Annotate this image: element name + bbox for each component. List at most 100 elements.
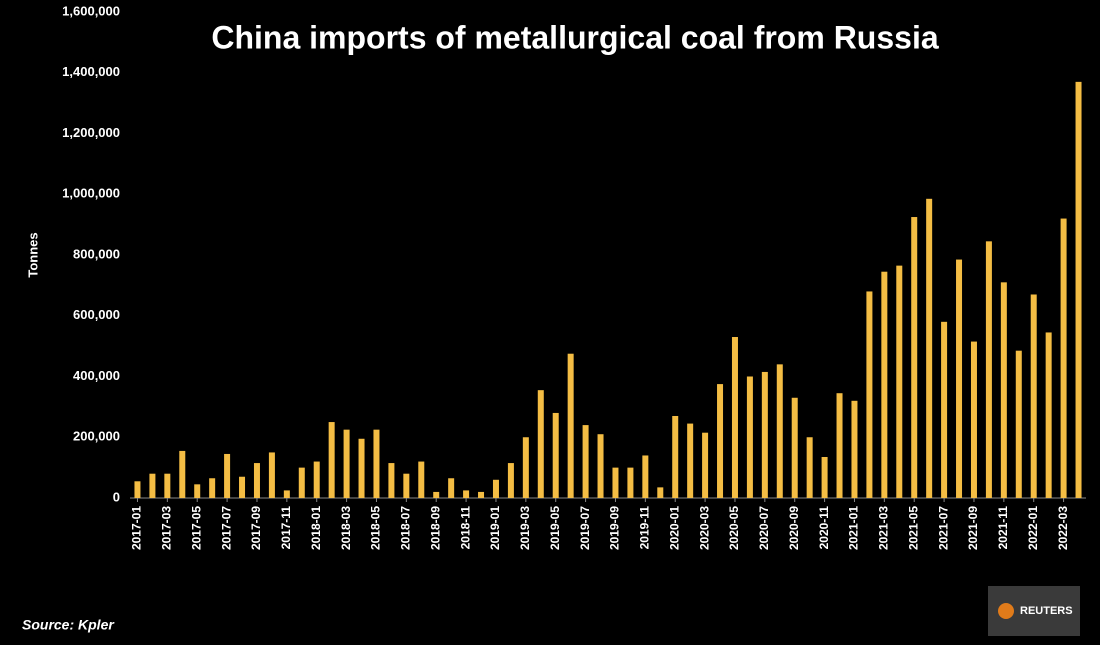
bar [717, 384, 724, 498]
x-tick-label: 2017-11 [279, 506, 293, 550]
bar [463, 490, 470, 498]
y-tick-label: 200,000 [73, 429, 120, 444]
y-tick-label: 1,400,000 [62, 64, 120, 79]
bar [866, 291, 873, 498]
x-tick-label: 2022-01 [1026, 506, 1040, 550]
bar [179, 450, 186, 498]
x-tick-label: 2018-03 [339, 506, 353, 550]
bar [313, 461, 320, 498]
bar [746, 376, 753, 498]
bar [522, 437, 529, 498]
bar [328, 422, 335, 498]
y-tick-label: 1,200,000 [62, 125, 120, 140]
bar [926, 198, 933, 498]
bar [970, 341, 977, 498]
bar [239, 476, 246, 498]
bar [881, 271, 888, 498]
x-tick-label: 2019-07 [578, 506, 592, 550]
bar [821, 456, 828, 498]
bar [836, 393, 843, 498]
y-tick-label: 1,000,000 [62, 186, 120, 201]
bar [224, 453, 231, 498]
x-tick-label: 2018-05 [369, 506, 383, 550]
bar [731, 337, 738, 498]
bar [448, 478, 455, 498]
bar [283, 490, 290, 498]
x-tick-label: 2019-05 [548, 506, 562, 550]
x-tick-label: 2019-01 [488, 506, 502, 550]
x-tick-label: 2017-07 [219, 506, 233, 550]
bar [478, 491, 485, 498]
x-tick-label: 2020-11 [817, 506, 831, 550]
y-axis-label: Tonnes [25, 232, 40, 277]
y-tick-label: 0 [113, 489, 120, 504]
bar [1075, 81, 1082, 499]
bar [373, 429, 380, 498]
bar [567, 353, 574, 498]
bar [687, 423, 694, 498]
x-tick-label: 2017-01 [130, 506, 144, 550]
bar [657, 487, 664, 498]
x-tick-label: 2017-09 [249, 506, 263, 550]
x-tick-label: 2018-11 [458, 506, 472, 550]
bar [343, 429, 350, 498]
bar [956, 259, 963, 498]
bar [1015, 350, 1022, 498]
bar [298, 467, 305, 498]
bar [806, 437, 813, 498]
bar [612, 467, 619, 498]
bar [791, 397, 798, 498]
x-tick-label: 2020-05 [727, 506, 741, 550]
bar [552, 412, 559, 498]
y-tick-label: 800,000 [73, 246, 120, 261]
bar [164, 473, 171, 498]
bar [851, 400, 858, 498]
bar [1060, 218, 1067, 499]
bar [537, 390, 544, 498]
chart-title: China imports of metallurgical coal from… [211, 19, 938, 55]
x-tick-label: 2018-07 [399, 506, 413, 550]
bar [418, 461, 425, 498]
bar [492, 479, 499, 498]
x-tick-label: 2021-05 [906, 506, 920, 550]
bar [209, 478, 216, 498]
bar [627, 467, 634, 498]
bar [433, 491, 440, 498]
bar [702, 432, 709, 498]
x-tick-label: 2021-11 [996, 506, 1010, 550]
x-tick-label: 2017-03 [160, 506, 174, 550]
bar [597, 434, 604, 498]
x-tick-label: 2021-03 [877, 506, 891, 550]
x-tick-label: 2020-07 [757, 506, 771, 550]
y-tick-label: 1,600,000 [62, 3, 120, 18]
x-tick-label: 2017-05 [189, 506, 203, 550]
y-tick-label: 600,000 [73, 307, 120, 322]
x-tick-label: 2018-09 [428, 506, 442, 550]
x-tick-label: 2020-01 [667, 506, 681, 550]
bar [776, 364, 783, 498]
x-tick-label: 2020-09 [787, 506, 801, 550]
bar [134, 481, 141, 498]
bar [194, 484, 201, 498]
source-note: Source: Kpler [22, 617, 115, 633]
x-tick-label: 2021-09 [966, 506, 980, 550]
x-tick-label: 2018-01 [309, 506, 323, 550]
bar [358, 438, 365, 498]
bar [388, 463, 395, 498]
bar [403, 473, 410, 498]
bar [268, 452, 275, 498]
y-tick-label: 400,000 [73, 368, 120, 383]
logo-text: REUTERS [1020, 605, 1073, 617]
logo-icon [998, 603, 1014, 619]
bar [253, 463, 260, 498]
bar [1030, 294, 1037, 498]
x-tick-label: 2019-03 [518, 506, 532, 550]
x-tick-label: 2021-01 [847, 506, 861, 550]
bar [1045, 332, 1052, 498]
bar [941, 321, 948, 498]
bar [985, 241, 992, 499]
x-tick-label: 2021-07 [936, 506, 950, 550]
bar [761, 371, 768, 498]
